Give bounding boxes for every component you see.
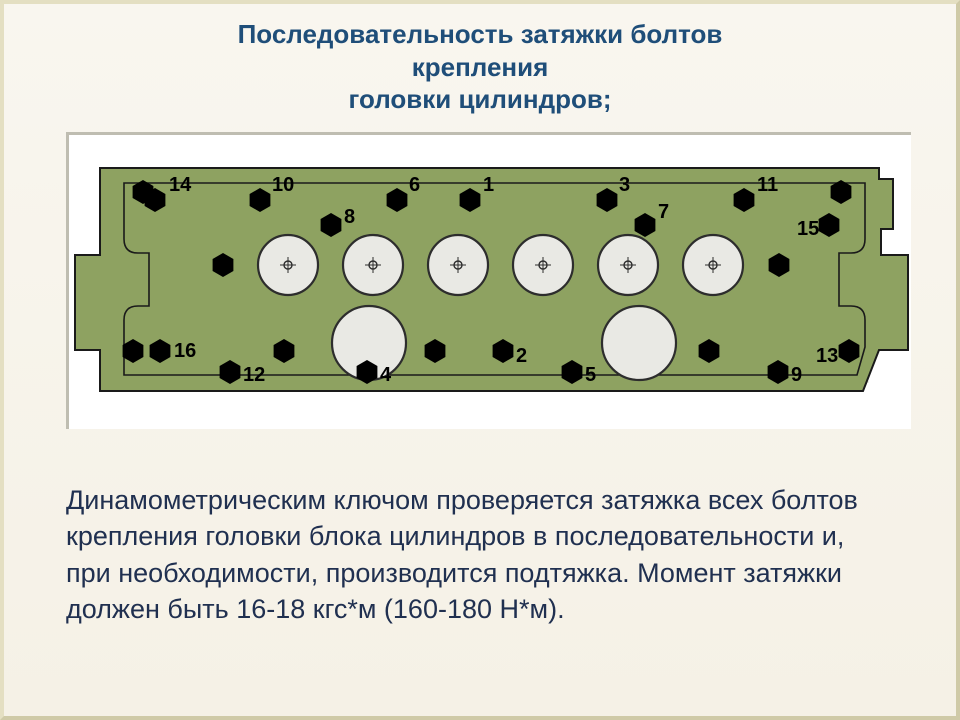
title-line-3: головки цилиндров; [348,84,611,114]
bolt-label-13: 13 [816,345,838,367]
cylinder-head-diagram: 12345678910111213141516 [69,135,911,429]
bolt-label-12: 12 [243,364,265,386]
cylinder-1 [258,235,318,295]
bolt-label-10: 10 [272,174,294,196]
cylinder-5 [598,235,658,295]
bolt-label-6: 6 [409,174,420,196]
title-line-1: Последовательность затяжки болтов [238,19,723,49]
bolt-label-15: 15 [797,218,819,240]
diagram-container: 12345678910111213141516 [66,132,911,429]
cylinder-3 [428,235,488,295]
cylinder-4 [513,235,573,295]
bolt-label-14: 14 [169,174,192,196]
title-line-2: крепления [412,52,549,82]
bolt-label-5: 5 [585,364,596,386]
head-outline [75,168,908,391]
bolt-label-11: 11 [757,174,778,196]
bolt-label-8: 8 [344,206,355,228]
bolt-label-1: 1 [483,174,494,196]
body-text: Динамометрическим ключом проверяется зат… [66,482,894,628]
bolt-label-2: 2 [516,345,527,367]
cylinder-6 [683,235,743,295]
bolt-label-16: 16 [174,340,196,362]
bolt-label-7: 7 [658,201,669,223]
bolt-label-3: 3 [619,174,630,196]
slide-title: Последовательность затяжки болтов крепле… [4,18,956,116]
bolt-label-9: 9 [791,364,802,386]
bolt-label-4: 4 [380,364,392,386]
large-port-2 [602,306,676,380]
cylinder-2 [343,235,403,295]
slide: Последовательность затяжки болтов крепле… [0,0,960,720]
